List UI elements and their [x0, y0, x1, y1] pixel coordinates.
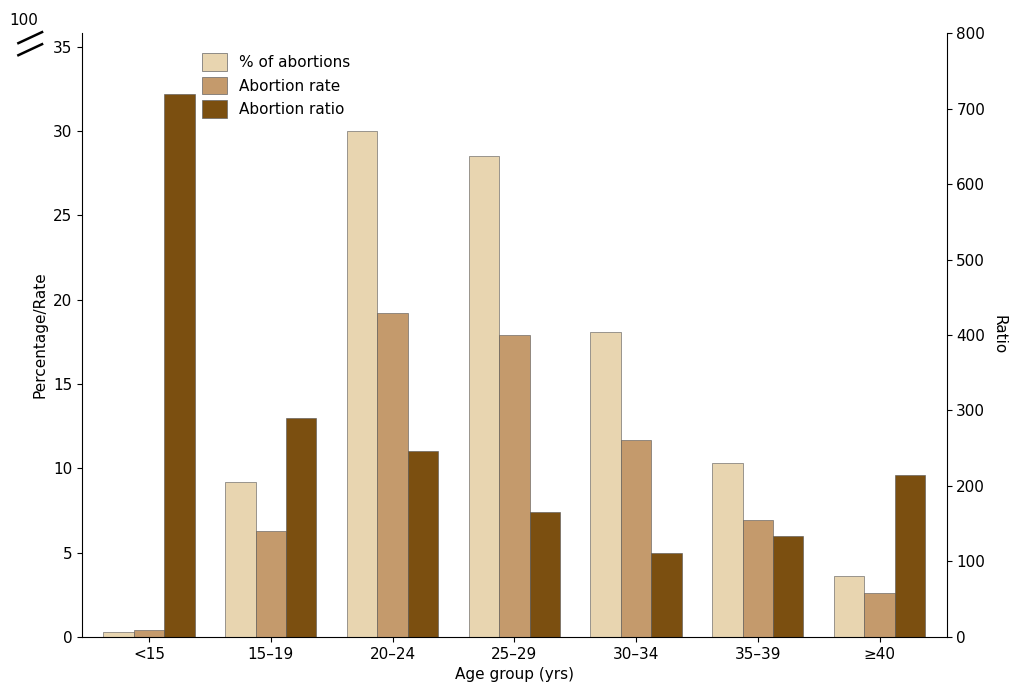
Bar — [285, 418, 316, 637]
X-axis label: Age group (yrs): Age group (yrs) — [454, 667, 574, 682]
Y-axis label: Percentage/Rate: Percentage/Rate — [33, 271, 47, 398]
Bar — [621, 440, 651, 637]
Bar — [590, 331, 621, 637]
Bar — [894, 475, 924, 637]
Bar — [225, 482, 256, 637]
Bar — [256, 530, 285, 637]
Bar — [103, 632, 133, 637]
Bar — [772, 536, 803, 637]
Bar — [468, 157, 498, 637]
Y-axis label: Ratio: Ratio — [990, 315, 1005, 355]
Bar — [651, 553, 681, 637]
Bar — [164, 94, 195, 637]
Bar — [377, 313, 408, 637]
Legend: % of abortions, Abortion rate, Abortion ratio: % of abortions, Abortion rate, Abortion … — [202, 53, 350, 118]
Bar — [863, 593, 894, 637]
Bar — [498, 335, 529, 637]
Text: 100: 100 — [9, 13, 38, 29]
Bar — [711, 463, 742, 637]
Bar — [133, 630, 164, 637]
Bar — [346, 131, 377, 637]
Bar — [408, 451, 438, 637]
Bar — [529, 512, 559, 637]
Bar — [834, 576, 863, 637]
Bar — [742, 521, 772, 637]
